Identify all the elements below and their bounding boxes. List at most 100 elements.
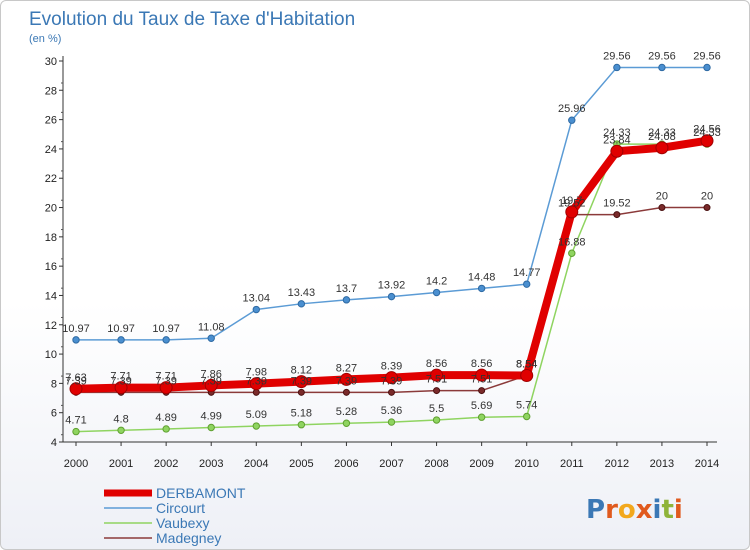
data-label-derbamont: 19.7 — [561, 195, 582, 207]
data-label-madegney: 7.39 — [110, 375, 131, 387]
data-label-vaubexy: 5.18 — [291, 408, 312, 420]
y-tick-label: 28 — [45, 85, 57, 97]
data-point-vaubexy — [342, 419, 351, 427]
x-tick-label: 2011 — [560, 458, 584, 470]
legend-label-circourt: Circourt — [156, 500, 205, 516]
legend-label-derbamont: DERBAMONT — [156, 485, 246, 501]
data-point-vaubexy — [162, 425, 170, 433]
data-label-derbamont: 8.54 — [516, 358, 537, 370]
data-label-vaubexy: 5.28 — [336, 406, 357, 418]
data-point-madegney — [252, 388, 260, 396]
data-label-vaubexy: 24.33 — [648, 127, 676, 139]
x-tick-label: 2005 — [289, 458, 313, 470]
chart-title: Evolution du Taux de Taxe d'Habitation — [29, 9, 355, 30]
x-tick-label: 2008 — [424, 458, 448, 470]
data-label-derbamont: 7.71 — [110, 371, 131, 383]
chart-subtitle: (en %) — [29, 33, 61, 45]
data-point-circourt — [703, 63, 711, 72]
data-label-madegney: 8.54 — [516, 358, 537, 370]
data-point-derbamont — [204, 378, 218, 392]
data-point-madegney — [658, 204, 666, 212]
data-point-madegney — [703, 204, 711, 212]
y-tick-label: 12 — [45, 320, 57, 332]
legend-label-vaubexy: Vaubexy — [156, 515, 209, 531]
x-tick-label: 2013 — [650, 458, 674, 470]
data-point-circourt — [613, 63, 621, 72]
data-point-vaubexy — [252, 422, 260, 430]
data-point-derbamont — [294, 375, 308, 389]
data-point-circourt — [207, 334, 215, 342]
data-point-madegney — [297, 388, 305, 396]
data-point-vaubexy — [387, 418, 396, 426]
data-label-madegney: 7.51 — [426, 374, 447, 386]
data-label-vaubexy: 5.69 — [471, 400, 492, 412]
data-label-vaubexy: 4.71 — [65, 415, 86, 427]
data-point-madegney — [478, 387, 486, 395]
x-tick-label: 2009 — [469, 458, 493, 470]
y-tick-label: 16 — [45, 261, 57, 273]
x-tick-label: 2014 — [695, 458, 719, 470]
series-line-derbamont — [75, 136, 708, 393]
data-point-vaubexy — [432, 416, 441, 424]
data-label-madegney: 7.39 — [246, 375, 267, 387]
data-point-derbamont — [565, 205, 579, 219]
data-label-circourt: 29.56 — [603, 50, 631, 62]
data-point-derbamont — [430, 368, 444, 382]
data-point-derbamont — [610, 144, 624, 158]
data-label-circourt: 13.92 — [378, 280, 406, 292]
data-label-madegney: 19.52 — [558, 198, 586, 210]
data-label-vaubexy: 16.88 — [558, 236, 586, 248]
data-point-circourt — [658, 63, 666, 72]
data-point-madegney — [613, 211, 621, 219]
data-label-circourt: 10.97 — [152, 323, 180, 335]
data-label-circourt: 14.77 — [513, 267, 541, 279]
data-point-circourt — [432, 288, 441, 297]
data-point-circourt — [387, 292, 396, 301]
data-label-circourt: 13.43 — [288, 287, 316, 299]
data-point-circourt — [162, 336, 170, 344]
data-label-circourt: 14.48 — [468, 271, 496, 283]
y-tick-label: 4 — [51, 437, 57, 449]
y-tick-label: 24 — [45, 144, 57, 156]
data-label-madegney: 7.51 — [471, 374, 492, 386]
data-point-vaubexy — [207, 423, 215, 432]
x-tick-label: 2010 — [514, 458, 538, 470]
y-tick-label: 18 — [45, 232, 57, 244]
data-label-circourt: 14.2 — [426, 276, 447, 288]
x-tick-label: 2006 — [334, 458, 358, 470]
data-point-vaubexy — [72, 427, 80, 436]
data-point-derbamont — [249, 377, 263, 391]
axes: 4 6 8 10 12 14 16 18 20 22 24 26 28 30 2000 2001 2002 200… — [45, 56, 719, 470]
y-tick-label: 10 — [45, 349, 57, 361]
data-label-vaubexy: 24.33 — [693, 127, 721, 139]
data-point-derbamont — [69, 382, 83, 396]
x-tick-label: 2004 — [244, 458, 268, 470]
data-label-madegney: 7.39 — [336, 375, 357, 387]
data-point-vaubexy — [477, 413, 486, 421]
data-label-derbamont: 7.98 — [246, 367, 267, 379]
data-point-derbamont — [520, 368, 534, 382]
x-tick-label: 2001 — [109, 458, 133, 470]
data-label-vaubexy: 4.99 — [201, 410, 222, 422]
data-point-circourt — [568, 116, 576, 124]
data-point-vaubexy — [568, 249, 576, 257]
data-label-derbamont: 8.56 — [471, 358, 492, 370]
data-label-vaubexy: 4.8 — [113, 413, 128, 425]
x-tick-label: 2007 — [379, 458, 403, 470]
data-label-derbamont: 23.84 — [603, 134, 631, 146]
data-label-derbamont: 8.39 — [381, 361, 402, 373]
data-label-derbamont: 7.63 — [65, 372, 86, 384]
data-point-circourt — [342, 296, 351, 304]
data-label-derbamont: 24.56 — [693, 124, 721, 136]
data-label-circourt: 29.56 — [693, 50, 721, 62]
data-label-vaubexy: 24.33 — [603, 127, 631, 139]
data-label-circourt: 29.56 — [648, 50, 676, 62]
data-point-circourt — [523, 280, 531, 288]
data-label-derbamont: 24.08 — [648, 131, 676, 143]
data-point-derbamont — [700, 134, 714, 148]
data-label-vaubexy: 5.5 — [429, 403, 444, 415]
data-label-circourt: 10.97 — [107, 323, 135, 335]
series-lines — [69, 63, 714, 436]
data-point-derbamont — [114, 381, 128, 395]
